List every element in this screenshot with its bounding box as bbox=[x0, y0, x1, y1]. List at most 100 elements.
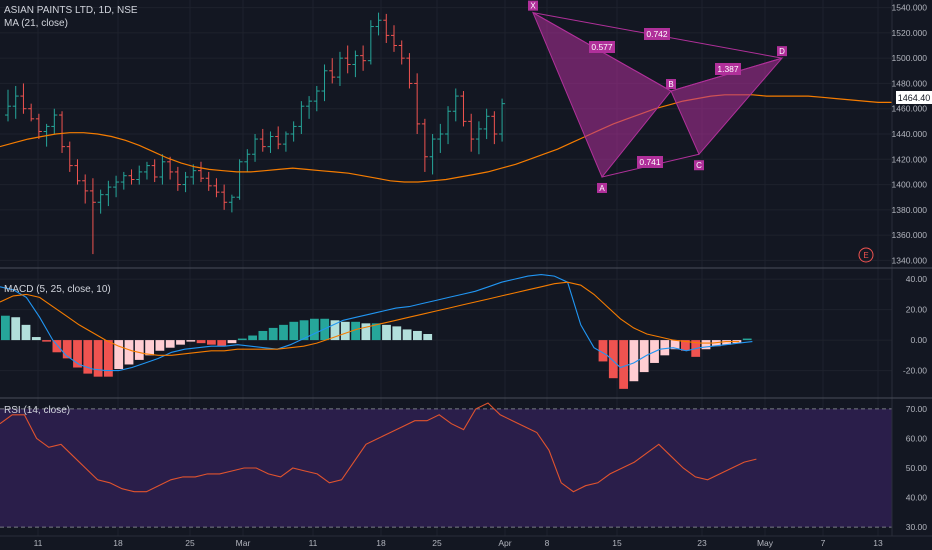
macd-histogram-bar[interactable] bbox=[176, 340, 185, 345]
pattern-point-box bbox=[597, 182, 607, 193]
harmonic-pattern[interactable]: X A B C D 0.577 0.742 0.741 1.387 bbox=[528, 0, 787, 193]
macd-pane[interactable] bbox=[0, 274, 753, 389]
price-axis-label: 1500.000 bbox=[892, 53, 928, 63]
macd-histogram-bar[interactable] bbox=[608, 340, 618, 379]
price-axis-label: 1400.000 bbox=[892, 180, 928, 190]
macd-histogram-bar[interactable] bbox=[134, 340, 144, 360]
pattern-point-box bbox=[777, 46, 787, 57]
macd-histogram-bar[interactable] bbox=[31, 337, 41, 341]
time-axis-label: Mar bbox=[236, 538, 251, 548]
macd-histogram-bar[interactable] bbox=[681, 340, 690, 351]
macd-histogram-bar[interactable] bbox=[382, 324, 391, 341]
macd-histogram-bar[interactable] bbox=[289, 321, 299, 341]
rsi-legend[interactable]: RSI (14, close) bbox=[4, 405, 71, 416]
pattern-point-C[interactable]: C bbox=[694, 160, 704, 171]
time-axis-label: 23 bbox=[697, 538, 707, 548]
macd-histogram-bar[interactable] bbox=[701, 340, 711, 350]
macd-histogram-bar[interactable] bbox=[186, 340, 196, 342]
macd-histogram-bar[interactable] bbox=[165, 340, 175, 348]
macd-histogram-bar[interactable] bbox=[83, 340, 93, 374]
event-marker-label: E bbox=[863, 251, 868, 260]
macd-histogram-bar[interactable] bbox=[629, 340, 639, 382]
pattern-point-box bbox=[694, 160, 704, 171]
pattern-ratio-XD[interactable]: 0.742 bbox=[644, 28, 670, 40]
time-axis-label: 11 bbox=[34, 538, 43, 548]
macd-histogram-bar[interactable] bbox=[660, 340, 670, 356]
macd-histogram-bar[interactable] bbox=[237, 338, 247, 341]
macd-histogram-bar[interactable] bbox=[340, 321, 350, 341]
macd-histogram-bar[interactable] bbox=[598, 340, 608, 362]
macd-histogram-bar[interactable] bbox=[371, 323, 381, 341]
macd-histogram-bar[interactable] bbox=[310, 318, 319, 341]
macd-histogram-bar[interactable] bbox=[413, 330, 422, 341]
ma-legend[interactable]: MA (21, close) bbox=[4, 18, 68, 29]
macd-histogram-bar[interactable] bbox=[258, 330, 268, 341]
macd-histogram-bar[interactable] bbox=[742, 338, 752, 341]
time-axis-label: 18 bbox=[376, 538, 386, 548]
macd-histogram-bar[interactable] bbox=[619, 340, 628, 389]
macd-histogram-bar[interactable] bbox=[104, 340, 113, 377]
pattern-point-X[interactable]: X bbox=[528, 0, 538, 11]
last-price-label: 1464.40 bbox=[896, 91, 932, 104]
macd-histogram-bar[interactable] bbox=[145, 340, 154, 356]
macd-histogram-bar[interactable] bbox=[52, 340, 62, 353]
pattern-ratio-label: 0.742 bbox=[646, 29, 668, 39]
pattern-point-D[interactable]: D bbox=[777, 46, 787, 57]
price-axis-label: 1520.000 bbox=[892, 28, 928, 38]
pattern-ratio-XB[interactable]: 0.577 bbox=[589, 41, 615, 53]
pattern-ratio-AC[interactable]: 0.741 bbox=[637, 156, 663, 168]
macd-histogram-bar[interactable] bbox=[670, 340, 680, 350]
time-axis-label: 25 bbox=[432, 538, 442, 548]
macd-histogram-bar[interactable] bbox=[639, 340, 649, 373]
macd-legend[interactable]: MACD (5, 25, close, 10) bbox=[4, 284, 111, 295]
macd-histogram-bar[interactable] bbox=[114, 340, 124, 370]
macd-histogram-bar[interactable] bbox=[42, 340, 51, 342]
macd-axis-label: 20.00 bbox=[906, 305, 928, 315]
rsi-line[interactable] bbox=[0, 402, 757, 493]
macd-histogram-bar[interactable] bbox=[330, 320, 340, 341]
macd-histogram-bar[interactable] bbox=[73, 340, 82, 368]
macd-histogram-bar[interactable] bbox=[227, 340, 237, 344]
macd-histogram-bar[interactable] bbox=[207, 340, 216, 345]
macd-histogram-bar[interactable] bbox=[217, 340, 227, 347]
macd-histogram-bar[interactable] bbox=[423, 334, 433, 341]
macd-histogram-bar[interactable] bbox=[62, 340, 72, 359]
macd-histogram-bar[interactable] bbox=[93, 340, 103, 377]
macd-histogram-bar[interactable] bbox=[196, 340, 206, 344]
rsi-pane[interactable] bbox=[0, 402, 757, 493]
time-axis-label: 15 bbox=[612, 538, 622, 548]
pane-dividers[interactable] bbox=[0, 267, 932, 537]
macd-histogram-bar[interactable] bbox=[361, 323, 371, 341]
rsi-axis-label: 40.00 bbox=[906, 493, 928, 503]
pattern-ratio-label: 0.741 bbox=[639, 157, 661, 167]
macd-histogram-bar[interactable] bbox=[722, 340, 731, 345]
pattern-point-label: B bbox=[668, 80, 673, 89]
price-axis-label: 1360.000 bbox=[892, 230, 928, 240]
macd-histogram-bar[interactable] bbox=[21, 324, 31, 341]
macd-histogram-bar[interactable] bbox=[268, 327, 278, 341]
event-marker[interactable]: E bbox=[858, 247, 874, 263]
macd-histogram-bar[interactable] bbox=[279, 324, 288, 341]
pattern-point-box bbox=[666, 79, 676, 90]
macd-histogram-bar[interactable] bbox=[11, 317, 21, 341]
pattern-point-A[interactable]: A bbox=[597, 182, 607, 193]
macd-signal-line[interactable] bbox=[0, 281, 740, 356]
macd-histogram-bar[interactable] bbox=[248, 335, 257, 341]
pattern-ratio-BD[interactable]: 1.387 bbox=[715, 63, 741, 75]
pattern-point-B[interactable]: B bbox=[666, 79, 676, 90]
price-axis-label: 1440.000 bbox=[892, 129, 928, 139]
rsi-axis-label: 70.00 bbox=[906, 404, 928, 414]
macd-histogram-bar[interactable] bbox=[124, 340, 134, 365]
macd-histogram-bar[interactable] bbox=[351, 321, 360, 341]
macd-histogram-bar[interactable] bbox=[402, 329, 412, 341]
symbol-legend[interactable]: ASIAN PAINTS LTD, 1D, NSE bbox=[4, 5, 138, 16]
macd-histogram-bar[interactable] bbox=[155, 340, 165, 351]
macd-histogram-bar[interactable] bbox=[392, 326, 402, 341]
rsi-overbought-oversold-band bbox=[0, 408, 892, 528]
macd-histogram-bar[interactable] bbox=[299, 320, 309, 341]
macd-line[interactable] bbox=[0, 274, 753, 372]
price-axis-label: 1480.000 bbox=[892, 78, 928, 88]
earnings-event-icon[interactable] bbox=[858, 247, 874, 263]
macd-histogram-bar[interactable] bbox=[1, 315, 10, 341]
